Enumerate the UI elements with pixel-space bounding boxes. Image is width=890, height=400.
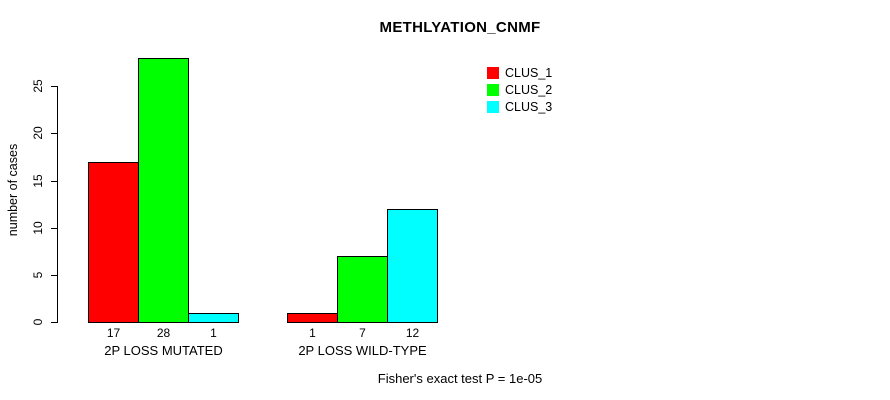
- legend-swatch-clus_1: [487, 66, 499, 79]
- bar-value-label: 28: [156, 326, 171, 340]
- y-axis-tick-label: 5: [31, 271, 45, 279]
- bar-clus_2-cat0: [138, 58, 189, 323]
- legend-swatch-clus_2: [487, 83, 499, 96]
- legend: CLUS_1 CLUS_2 CLUS_3: [487, 64, 552, 115]
- y-axis-tick: [51, 180, 57, 182]
- bar-clus_2-cat1: [337, 256, 388, 323]
- bar-value-label: 17: [106, 326, 121, 340]
- y-axis-tick-label: 15: [31, 173, 45, 188]
- bar-value-label: 1: [210, 326, 217, 340]
- y-axis-tick-label: 0: [31, 318, 45, 326]
- chart-title: METHLYATION_CNMF: [379, 19, 541, 36]
- category-label-cat0: 2P LOSS MUTATED: [104, 343, 223, 358]
- y-axis-tick-label: 10: [31, 221, 45, 235]
- y-axis-tick: [51, 274, 57, 276]
- legend-label: CLUS_2: [505, 82, 553, 97]
- bar-clus_1-cat0: [88, 162, 139, 323]
- bar-value-label: 12: [405, 326, 420, 340]
- y-axis-tick: [51, 227, 57, 229]
- y-axis-tick: [51, 322, 57, 323]
- y-axis-tick: [51, 86, 57, 88]
- legend-swatch-clus_3: [487, 100, 499, 113]
- y-axis-tick: [51, 133, 57, 135]
- legend-label: CLUS_1: [505, 65, 553, 80]
- y-axis-line: [57, 86, 58, 323]
- y-axis-tick-label: 25: [31, 79, 45, 93]
- legend-label: CLUS_3: [505, 99, 553, 114]
- bar-clus_1-cat1: [287, 313, 338, 323]
- legend-item-clus_1: CLUS_1: [487, 64, 552, 81]
- annotation-fisher-test: Fisher's exact test P = 1e-05: [377, 371, 543, 386]
- bar-value-label: 7: [359, 326, 366, 340]
- y-axis-tick-label: 20: [31, 126, 45, 141]
- category-label-cat1: 2P LOSS WILD-TYPE: [298, 343, 427, 358]
- bar-value-label: 1: [309, 326, 316, 340]
- bar-clus_3-cat0: [188, 313, 239, 323]
- legend-item-clus_2: CLUS_2: [487, 81, 552, 98]
- legend-item-clus_3: CLUS_3: [487, 98, 552, 115]
- bar-clus_3-cat1: [387, 209, 438, 323]
